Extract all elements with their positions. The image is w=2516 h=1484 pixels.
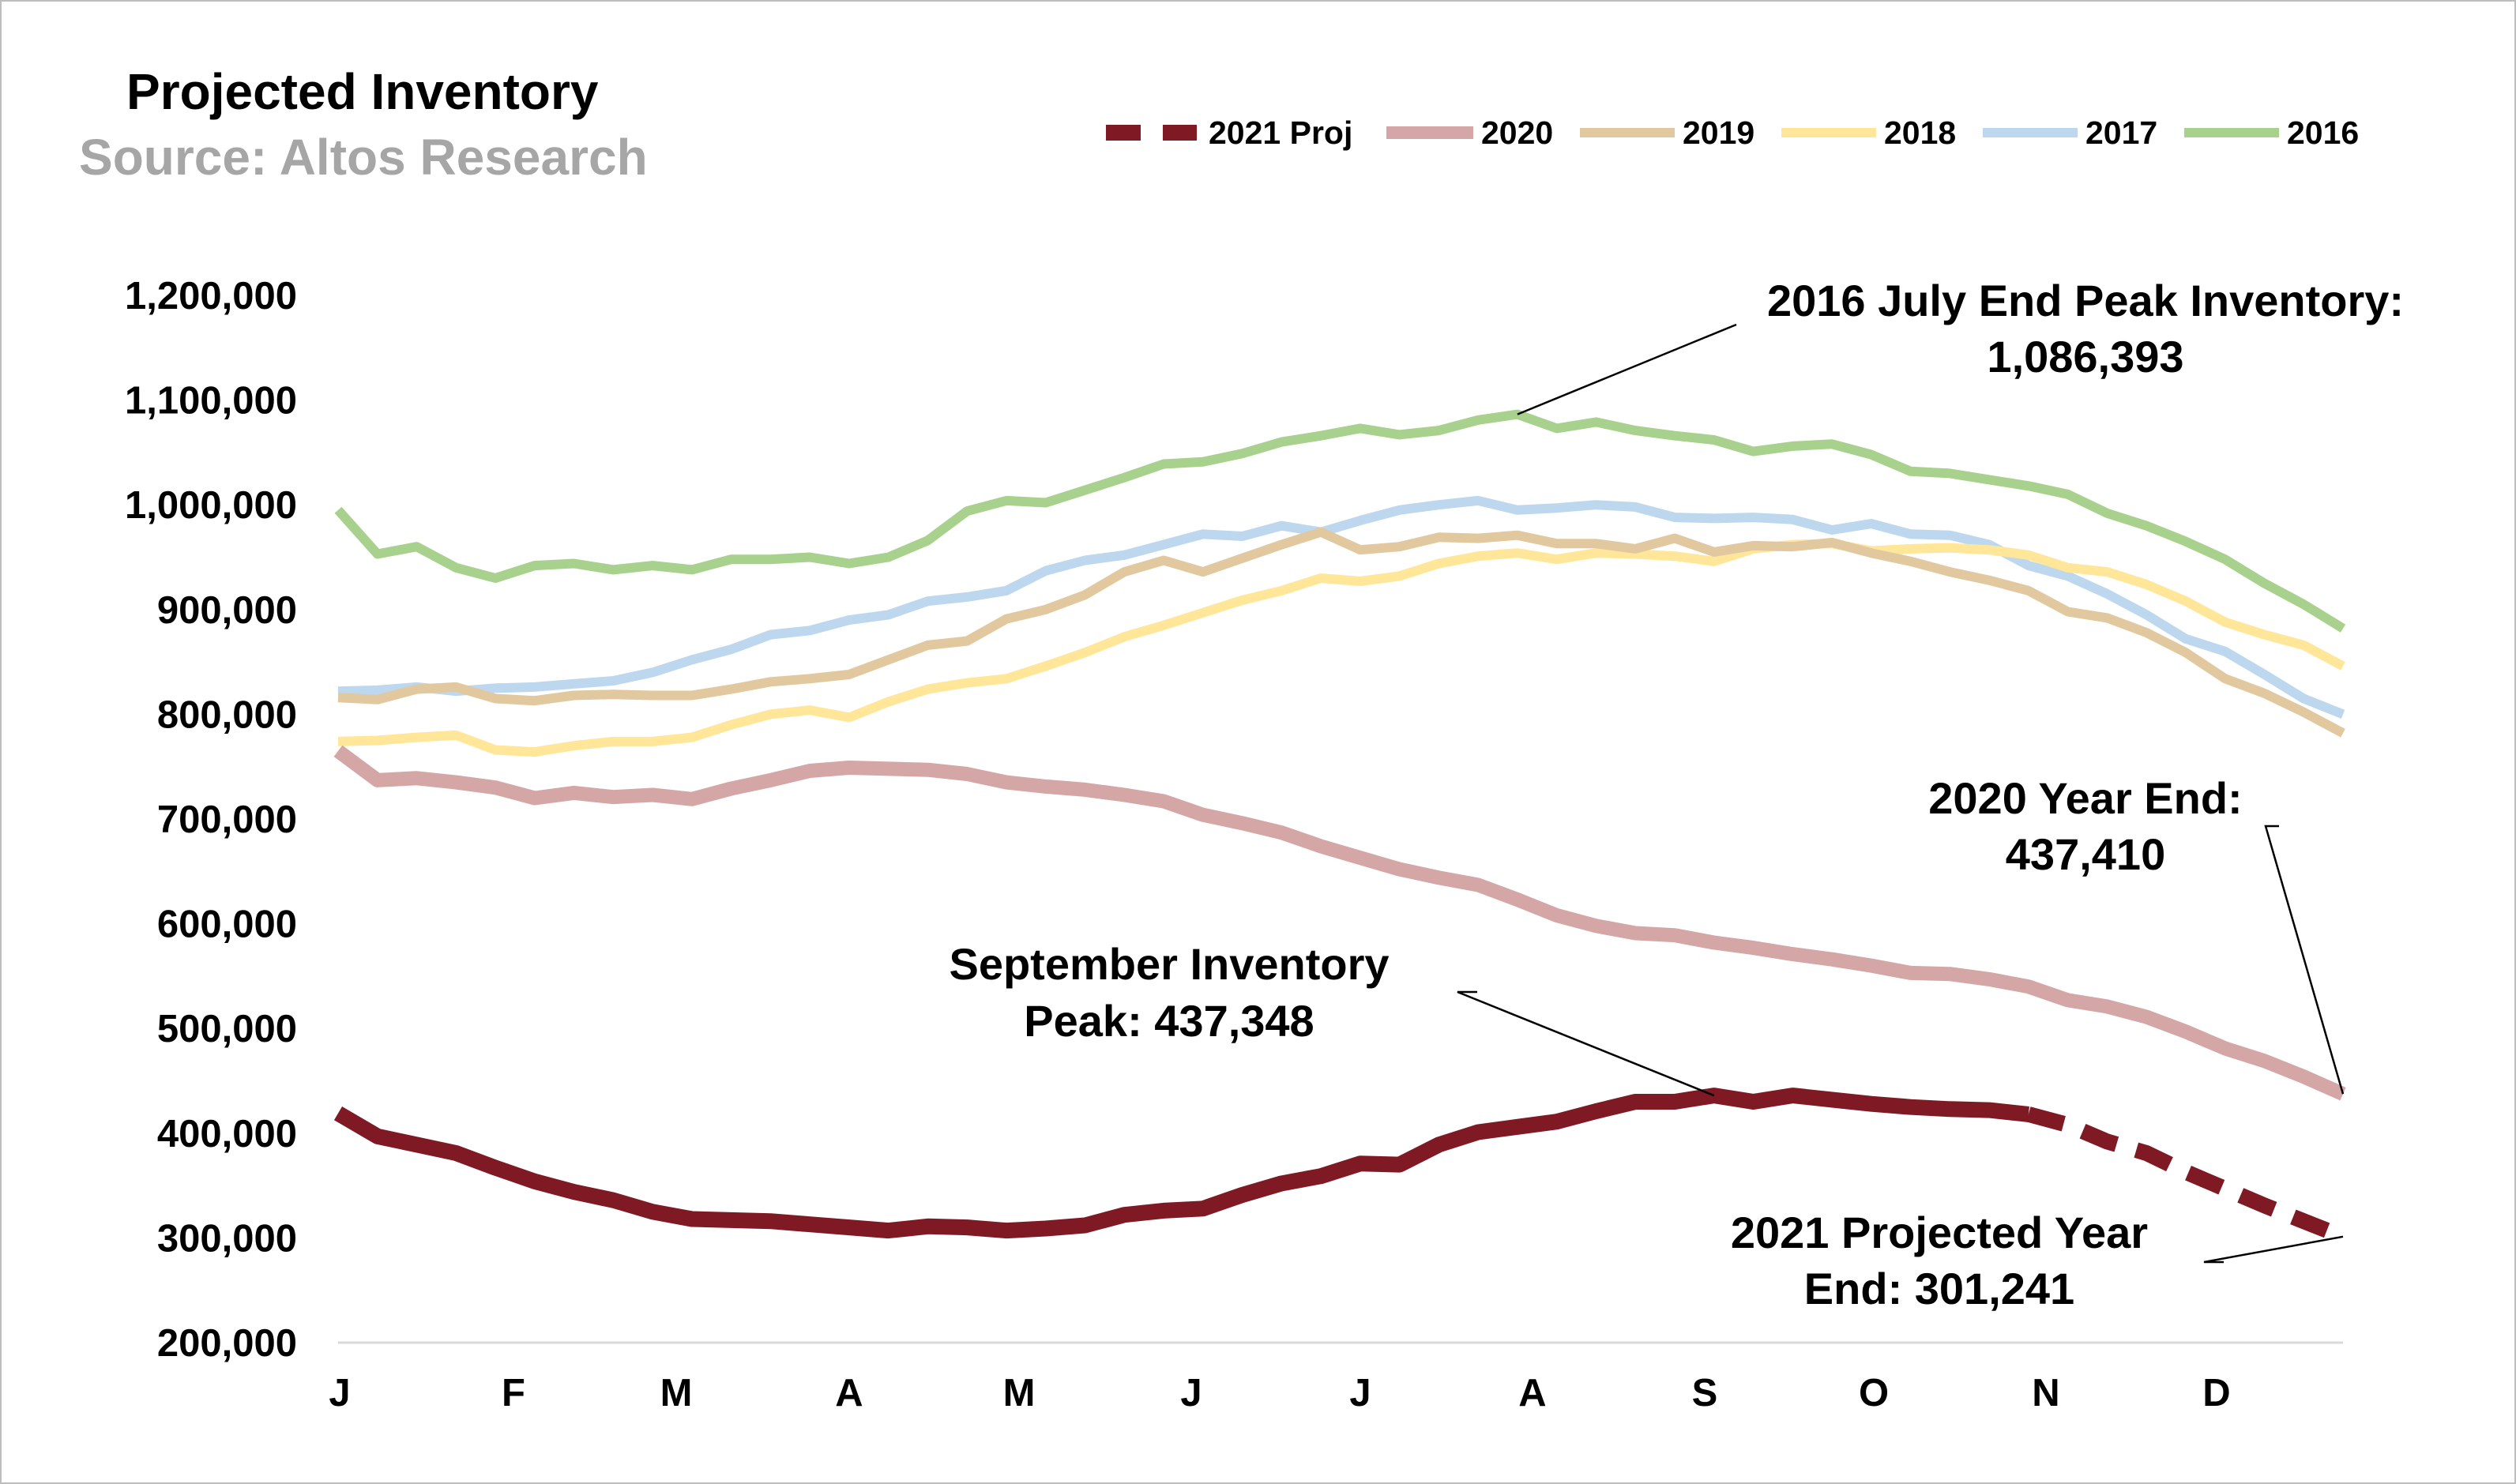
- y-tick-label: 1,100,000: [125, 380, 297, 423]
- x-tick-label-month: A: [1518, 1372, 1546, 1414]
- annotation-2016-peak-leader: [1517, 323, 1737, 415]
- legend-label-2018: 2018: [1884, 115, 1956, 151]
- legend-item-2021-proj: 2021 Proj: [1106, 115, 1352, 151]
- x-tick-label-month: J: [329, 1372, 350, 1414]
- x-tick-label-month: J: [1180, 1372, 1202, 1414]
- legend: 2021 Proj 2020 2019 2018 2017 2016: [1106, 115, 2359, 151]
- series-line-2021: [333, 1088, 2029, 1239]
- annotation-2016-peak: 2016 July End Peak Inventory: 1,086,393: [1517, 276, 2404, 415]
- legend-item-2017: 2017: [1983, 115, 2157, 151]
- legend-label-2019: 2019: [1683, 115, 1754, 151]
- annotation-september-peak-line1: September Inventory: [949, 939, 1389, 989]
- x-tick-label-month: J: [1349, 1372, 1371, 1414]
- y-tick-label: 1,200,000: [125, 275, 297, 317]
- annotation-september-peak-line2: Peak: 437,348: [1024, 996, 1314, 1046]
- series-line-2018: [337, 539, 2345, 757]
- y-tick-label: 500,000: [157, 1008, 297, 1050]
- y-tick-label: 200,000: [157, 1322, 297, 1365]
- legend-label-2016: 2016: [2287, 115, 2359, 151]
- chart-subtitle: Source: Altos Research: [79, 129, 648, 186]
- y-tick-label: 400,000: [157, 1113, 297, 1155]
- legend-item-2020: 2020: [1386, 115, 1553, 151]
- annotation-2020-year-end-line2: 437,410: [2006, 829, 2165, 879]
- series-lines: [333, 409, 2346, 1245]
- annotation-2016-peak-line1: 2016 July End Peak Inventory:: [1767, 276, 2404, 325]
- x-tick-label-month: O: [1859, 1372, 1889, 1414]
- annotation-2021-projected-end-leader: [2203, 1235, 2344, 1264]
- annotation-2021-projected-end-line1: 2021 Projected Year: [1731, 1208, 2148, 1257]
- legend-label-2020: 2020: [1481, 115, 1553, 151]
- x-tick-label-month: F: [502, 1372, 525, 1414]
- annotations: 2016 July End Peak Inventory: 1,086,393 …: [949, 276, 2404, 1313]
- y-axis-ticks: 200,000 300,000 400,000 500,000 600,000 700,0…: [125, 275, 297, 1365]
- y-tick-label: 700,000: [157, 798, 297, 841]
- series-line-2020: [333, 745, 2346, 1101]
- legend-item-2016: 2016: [2184, 115, 2359, 151]
- legend-label-2021-proj: 2021 Proj: [1209, 115, 1352, 151]
- x-tick-label-month: M: [1003, 1372, 1036, 1414]
- chart-title: Projected Inventory: [126, 63, 599, 120]
- legend-item-2019: 2019: [1580, 115, 1754, 151]
- series-line-2017: [337, 495, 2345, 719]
- annotation-2020-year-end-leader: [2264, 825, 2345, 1095]
- annotation-2020-year-end: 2020 Year End: 437,410: [1928, 773, 2345, 1095]
- title-group: Projected Inventory Source: Altos Resear…: [79, 63, 648, 186]
- series-line-2016: [334, 409, 2346, 633]
- x-tick-label-month: M: [660, 1372, 693, 1414]
- annotation-september-peak: September Inventory Peak: 437,348: [949, 939, 1715, 1097]
- legend-item-2018: 2018: [1781, 115, 1956, 151]
- annotation-2020-year-end-line1: 2020 Year End:: [1928, 773, 2242, 823]
- y-tick-label: 1,000,000: [125, 484, 297, 527]
- annotation-2021-projected-end-line2: End: 301,241: [1804, 1264, 2074, 1313]
- annotation-september-peak-leader: [1457, 990, 1715, 1097]
- x-tick-label-month: A: [835, 1372, 863, 1414]
- x-tick-label-month: S: [1692, 1372, 1718, 1414]
- y-tick-label: 600,000: [157, 904, 297, 946]
- y-tick-label: 300,000: [157, 1217, 297, 1260]
- series-line-2019: [337, 527, 2345, 738]
- legend-label-2017: 2017: [2085, 115, 2157, 151]
- annotation-2016-peak-line2: 1,086,393: [1987, 332, 2183, 381]
- x-tick-label-month: N: [2032, 1372, 2059, 1414]
- annotation-2021-projected-end: 2021 Projected Year End: 301,241: [1731, 1208, 2344, 1313]
- x-tick-label-month: D: [2202, 1372, 2230, 1414]
- y-tick-label: 900,000: [157, 589, 297, 632]
- y-tick-label: 800,000: [157, 693, 297, 736]
